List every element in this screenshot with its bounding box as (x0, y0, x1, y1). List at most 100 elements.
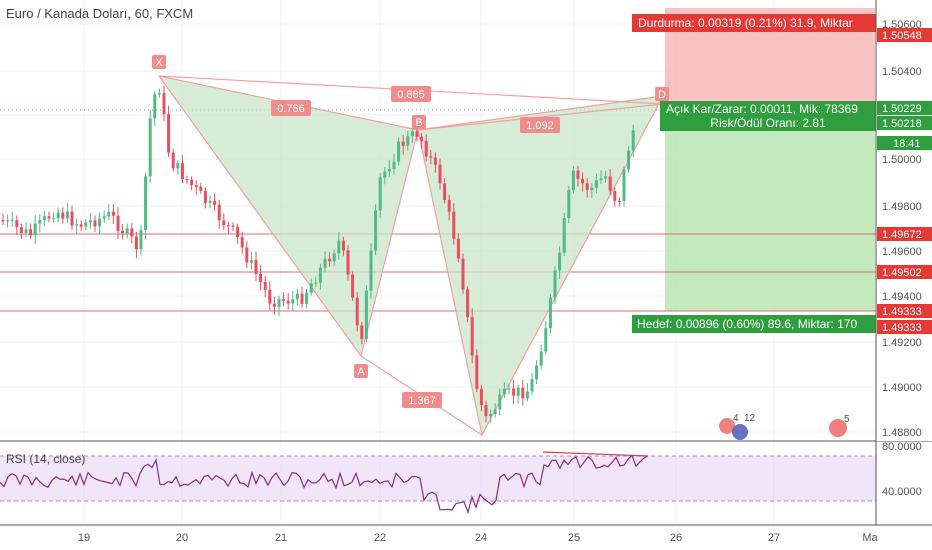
label-x: X (155, 57, 163, 69)
candle-body (378, 177, 382, 211)
candle-body (98, 218, 102, 227)
candle-body (121, 230, 125, 234)
candle-body (240, 237, 244, 248)
label-d: D (658, 89, 666, 101)
candle-body (102, 216, 106, 219)
candle-body (489, 413, 493, 417)
candle-body (295, 293, 299, 300)
candle-body (360, 325, 364, 339)
candle-body (374, 210, 378, 251)
candle-body (180, 163, 184, 180)
candle-body (6, 220, 10, 222)
harmonic-pattern[interactable] (157, 75, 665, 437)
candle-body (167, 114, 171, 153)
candle-body (447, 199, 451, 212)
candle-body (88, 220, 92, 223)
candle-body (438, 164, 442, 184)
candle-body (475, 355, 479, 389)
candle-body (52, 218, 56, 220)
svg-text:1.49502: 1.49502 (882, 267, 922, 279)
candle-body (521, 387, 525, 399)
pnl-label: Açık Kar/Zarar: 0.00011, Mik: 78369 (666, 102, 858, 116)
svg-text:1.49400: 1.49400 (882, 291, 922, 303)
svg-text:1.50000: 1.50000 (882, 154, 922, 166)
candle-body (56, 212, 60, 219)
candle-body (553, 270, 557, 298)
svg-text:5: 5 (844, 414, 850, 425)
symbol-title: Euro / Kanada Doları, 60, FXCM (6, 6, 194, 21)
candle-body (314, 282, 318, 284)
time-axis[interactable]: 19 20 21 22 24 25 26 27 Ma (0, 524, 932, 544)
svg-text:12: 12 (744, 413, 756, 424)
candle-body (42, 216, 46, 220)
candle-body (282, 299, 286, 301)
candle-body (305, 292, 309, 304)
candle-body (512, 388, 516, 396)
candle-body (286, 300, 290, 304)
candle-body (346, 250, 350, 275)
candle-body (479, 388, 483, 406)
candle-body (392, 161, 396, 169)
rsi-pane[interactable]: RSI (14, close) (0, 451, 876, 515)
svg-text:21: 21 (275, 532, 287, 544)
svg-text:80.0000: 80.0000 (882, 441, 922, 453)
price-axis[interactable]: 1.50600 1.50400 1.50000 1.49800 1.49600 … (875, 0, 932, 525)
candle-body (38, 219, 42, 224)
svg-text:1.50548: 1.50548 (882, 30, 922, 42)
svg-text:20: 20 (176, 532, 188, 544)
candle-body (581, 178, 585, 184)
target-zone[interactable] (665, 111, 875, 311)
svg-text:18:41: 18:41 (893, 138, 921, 150)
candle-body (364, 290, 368, 339)
rr-label: Risk/Ödül Oranı: 2.81 (710, 116, 826, 130)
svg-text:1.49333: 1.49333 (882, 322, 922, 334)
candle-body (613, 190, 617, 201)
candle-body (461, 258, 465, 290)
candle-body (226, 225, 230, 227)
svg-text:1.49672: 1.49672 (882, 229, 922, 241)
ratio-ac: 1.367 (408, 395, 436, 407)
svg-text:1.50218: 1.50218 (882, 118, 922, 130)
candle-body (341, 240, 345, 251)
svg-text:1.50400: 1.50400 (882, 66, 922, 78)
svg-text:27: 27 (768, 532, 780, 544)
candle-body (516, 387, 520, 396)
economic-events[interactable]: 4 12 5 (719, 413, 850, 440)
candle-body (424, 141, 428, 157)
target-label: Hedef: 0.00896 (0.60%) 89.6, Miktar: 170 (637, 317, 857, 331)
candle-body (153, 94, 157, 119)
candlesticks[interactable] (1, 85, 635, 423)
candle-body (79, 224, 83, 227)
candle-body (236, 226, 240, 238)
candle-body (599, 178, 603, 181)
label-a: A (357, 366, 365, 378)
candle-body (466, 289, 470, 318)
candle-body (291, 299, 295, 304)
candle-body (631, 130, 635, 151)
svg-text:4: 4 (733, 413, 739, 424)
candle-body (318, 267, 322, 283)
candle-body (84, 222, 88, 227)
candle-body (208, 200, 212, 203)
candle-body (139, 230, 143, 250)
candle-body (539, 351, 543, 366)
event-flag-ca-icon (829, 419, 847, 437)
candle-body (15, 220, 19, 228)
svg-text:1.49800: 1.49800 (882, 201, 922, 213)
candle-body (254, 260, 258, 274)
candle-body (194, 185, 198, 187)
candle-body (19, 227, 23, 233)
candle-body (70, 211, 74, 226)
candle-body (443, 183, 447, 200)
candle-body (130, 228, 134, 237)
candle-body (107, 211, 111, 217)
candle-body (590, 187, 594, 191)
candle-body (231, 225, 235, 227)
ratio-xd: 0.885 (397, 89, 425, 101)
candle-body (332, 253, 336, 262)
candle-body (387, 168, 391, 172)
candle-body (622, 169, 626, 202)
candle-body (604, 176, 608, 179)
svg-text:1.48800: 1.48800 (882, 427, 922, 439)
